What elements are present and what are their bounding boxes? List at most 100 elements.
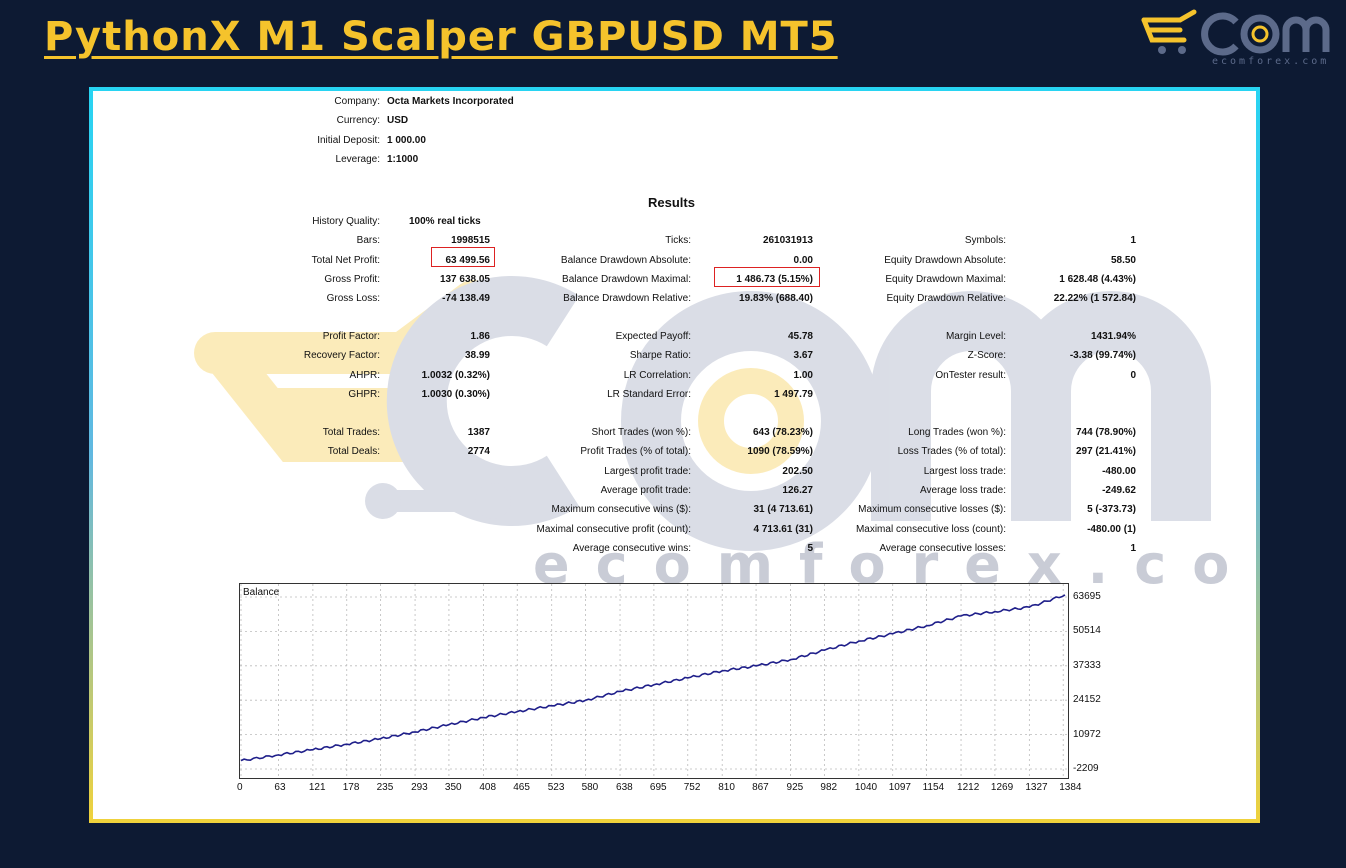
result-label: Equity Drawdown Relative: — [886, 293, 1007, 304]
x-tick-label: 1154 — [922, 782, 945, 793]
result-value: 19.83% (688.40) — [739, 293, 813, 304]
x-tick-label: 235 — [376, 782, 394, 793]
highlight-net-profit — [431, 247, 495, 267]
x-tick-label: 1212 — [957, 782, 980, 793]
result-label: Loss Trades (% of total): — [897, 446, 1006, 457]
x-tick-label: 1097 — [888, 782, 911, 793]
result-label: Gross Profit: — [324, 274, 380, 285]
x-tick-label: 695 — [649, 782, 667, 793]
x-tick-label: 982 — [820, 782, 838, 793]
result-label: Average loss trade: — [920, 485, 1006, 496]
result-value: 1 497.79 — [774, 389, 813, 400]
y-tick-label: 37333 — [1073, 659, 1101, 671]
result-value: 643 (78.23%) — [752, 427, 813, 438]
result-label: Expected Payoff: — [615, 331, 691, 342]
result-value: -74 138.49 — [442, 293, 490, 304]
account-value: Octa Markets Incorporated — [387, 96, 514, 107]
result-value: 1 486.73 (5.15%) — [736, 274, 813, 285]
result-label: OnTester result: — [935, 370, 1006, 381]
result-label: Total Trades: — [322, 427, 380, 438]
result-value: 45.78 — [787, 331, 813, 342]
x-tick-label: 465 — [513, 782, 530, 793]
result-label: Average profit trade: — [600, 485, 691, 496]
result-label: Largest loss trade: — [923, 466, 1006, 477]
x-tick-label: 1384 — [1059, 782, 1082, 793]
brand-tagline: ecomforex.com — [1212, 56, 1330, 67]
result-value: 1.00 — [793, 370, 813, 381]
result-value: 1090 (78.59%) — [747, 446, 813, 457]
account-value: 1 000.00 — [387, 135, 426, 146]
x-tick-label: 1269 — [990, 782, 1014, 793]
result-label: Total Net Profit: — [311, 255, 380, 266]
x-tick-label: 293 — [411, 782, 428, 793]
result-label: Recovery Factor: — [303, 350, 380, 361]
result-label: Average consecutive losses: — [879, 543, 1006, 554]
result-label: Symbols: — [964, 235, 1006, 246]
result-value: 1998515 — [451, 235, 490, 246]
result-value: -249.62 — [1102, 485, 1136, 496]
y-tick-label: 50514 — [1073, 625, 1101, 637]
result-label: LR Standard Error: — [607, 389, 691, 400]
y-tick-label: 63695 — [1073, 591, 1101, 602]
result-label: AHPR: — [349, 370, 380, 381]
result-label: Balance Drawdown Relative: — [563, 293, 691, 304]
result-value: 297 (21.41%) — [1075, 446, 1136, 457]
result-label: Balance Drawdown Absolute: — [560, 255, 691, 266]
result-label: Short Trades (won %): — [591, 427, 691, 438]
result-value: 3.67 — [793, 350, 813, 361]
result-label: Maximum consecutive losses ($): — [858, 504, 1006, 515]
result-label: Average consecutive wins: — [572, 543, 691, 554]
x-tick-label: 867 — [752, 782, 769, 793]
result-label: Long Trades (won %): — [908, 427, 1006, 438]
result-value: 202.50 — [782, 466, 813, 477]
account-label: Initial Deposit: — [317, 135, 380, 146]
result-label: Maximum consecutive wins ($): — [551, 504, 691, 515]
page-title: PythonX M1 Scalper GBPUSD MT5 — [44, 14, 838, 60]
result-label: Margin Level: — [945, 331, 1006, 342]
result-label: Equity Drawdown Maximal: — [885, 274, 1006, 285]
y-tick-label: -2209 — [1073, 763, 1099, 774]
result-value: 1 — [1130, 543, 1136, 554]
x-tick-label: 121 — [308, 782, 326, 793]
result-value: 1 — [1130, 235, 1136, 246]
report-frame: ecomforex.com Company:Octa Markets Incor… — [89, 87, 1260, 823]
result-value: -480.00 — [1102, 466, 1136, 477]
account-label: Company: — [334, 96, 380, 107]
result-value: 0.00 — [793, 255, 813, 266]
result-label: Total Deals: — [327, 446, 380, 457]
x-tick-label: 1040 — [854, 782, 878, 793]
account-label: Currency: — [336, 115, 380, 126]
result-label: Ticks: — [665, 235, 691, 246]
result-value: 126.27 — [782, 485, 813, 496]
result-value: 5 — [807, 543, 813, 554]
chart-title: Balance — [243, 587, 280, 598]
result-value: 1.86 — [470, 331, 490, 342]
x-tick-label: 63 — [274, 782, 286, 793]
result-label: Z-Score: — [967, 350, 1006, 361]
result-label: GHPR: — [348, 389, 380, 400]
balance-line — [240, 594, 1066, 762]
highlight-balance-dd-max — [714, 267, 820, 287]
result-value: 58.50 — [1110, 255, 1136, 266]
y-tick-label: 10972 — [1073, 728, 1101, 740]
account-value: 1:1000 — [387, 154, 419, 165]
y-tick-label: 24152 — [1073, 694, 1101, 706]
results-title: Results — [648, 195, 695, 210]
watermark-logo — [194, 276, 1211, 551]
result-value: 1.0032 (0.32%) — [421, 370, 490, 381]
brand-logo — [1141, 9, 1330, 56]
result-value: 31 (4 713.61) — [753, 504, 814, 515]
result-label: Profit Trades (% of total): — [580, 446, 691, 457]
result-value: -3.38 (99.74%) — [1069, 350, 1136, 361]
result-label: Sharpe Ratio: — [629, 350, 691, 361]
result-label: Bars: — [356, 235, 380, 246]
result-value: 137 638.05 — [439, 274, 490, 285]
result-value: 4 713.61 (31) — [753, 524, 814, 535]
x-tick-label: 523 — [547, 782, 565, 793]
result-value: 63 499.56 — [445, 255, 491, 266]
result-label: Equity Drawdown Absolute: — [884, 255, 1006, 266]
result-value: 2774 — [467, 446, 490, 457]
account-label: Leverage: — [335, 154, 380, 165]
result-label: LR Correlation: — [623, 370, 691, 381]
strategy-tester-report: ecomforex.com Company:Octa Markets Incor… — [93, 91, 1256, 819]
